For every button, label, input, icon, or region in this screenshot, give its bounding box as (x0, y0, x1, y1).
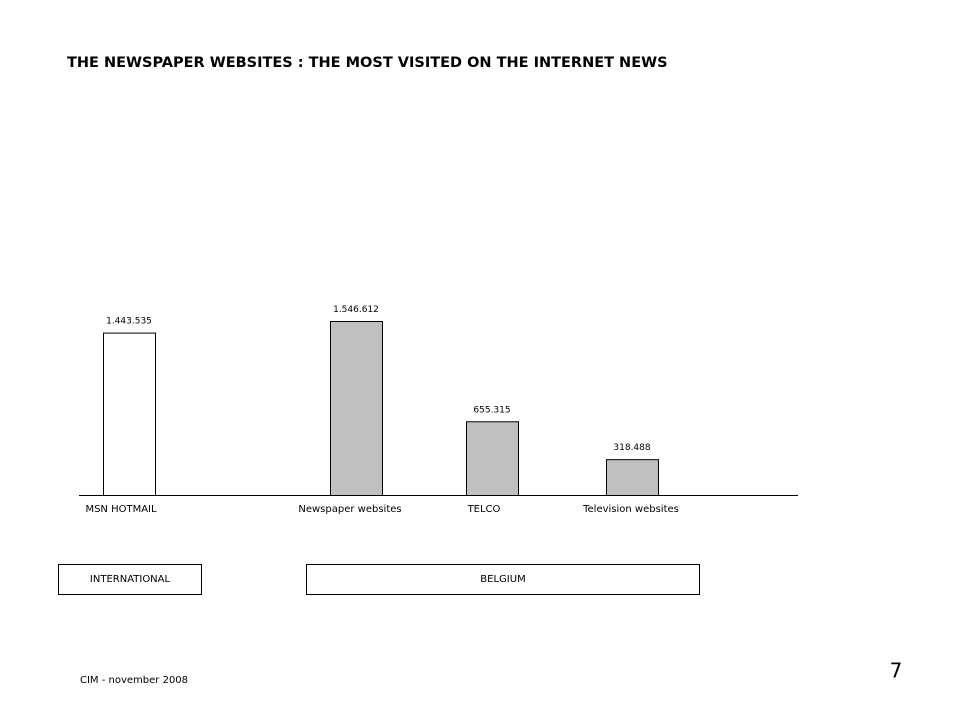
x-tick-label: MSN HOTMAIL (85, 504, 157, 515)
group-box (306, 564, 700, 595)
bar (606, 459, 659, 496)
page-number: 7 (890, 659, 903, 683)
footer-source: CIM - november 2008 (80, 675, 188, 686)
x-tick-label: TELCO (467, 504, 501, 515)
bar (103, 332, 156, 496)
x-tick-label: Television websites (582, 504, 679, 515)
group-box (58, 564, 202, 595)
group-label: BELGIUM (480, 574, 525, 585)
group-label: INTERNATIONAL (90, 574, 171, 585)
value-label: 318.488 (613, 443, 650, 453)
bar (330, 321, 383, 496)
value-label: 655.315 (473, 405, 510, 415)
bar (466, 421, 519, 496)
x-tick-label: Newspaper websites (298, 504, 401, 515)
value-label: 1.443.535 (106, 317, 152, 327)
value-label: 1.546.612 (333, 305, 379, 315)
chart-title: THE NEWSPAPER WEBSITES : THE MOST VISITE… (67, 55, 668, 71)
